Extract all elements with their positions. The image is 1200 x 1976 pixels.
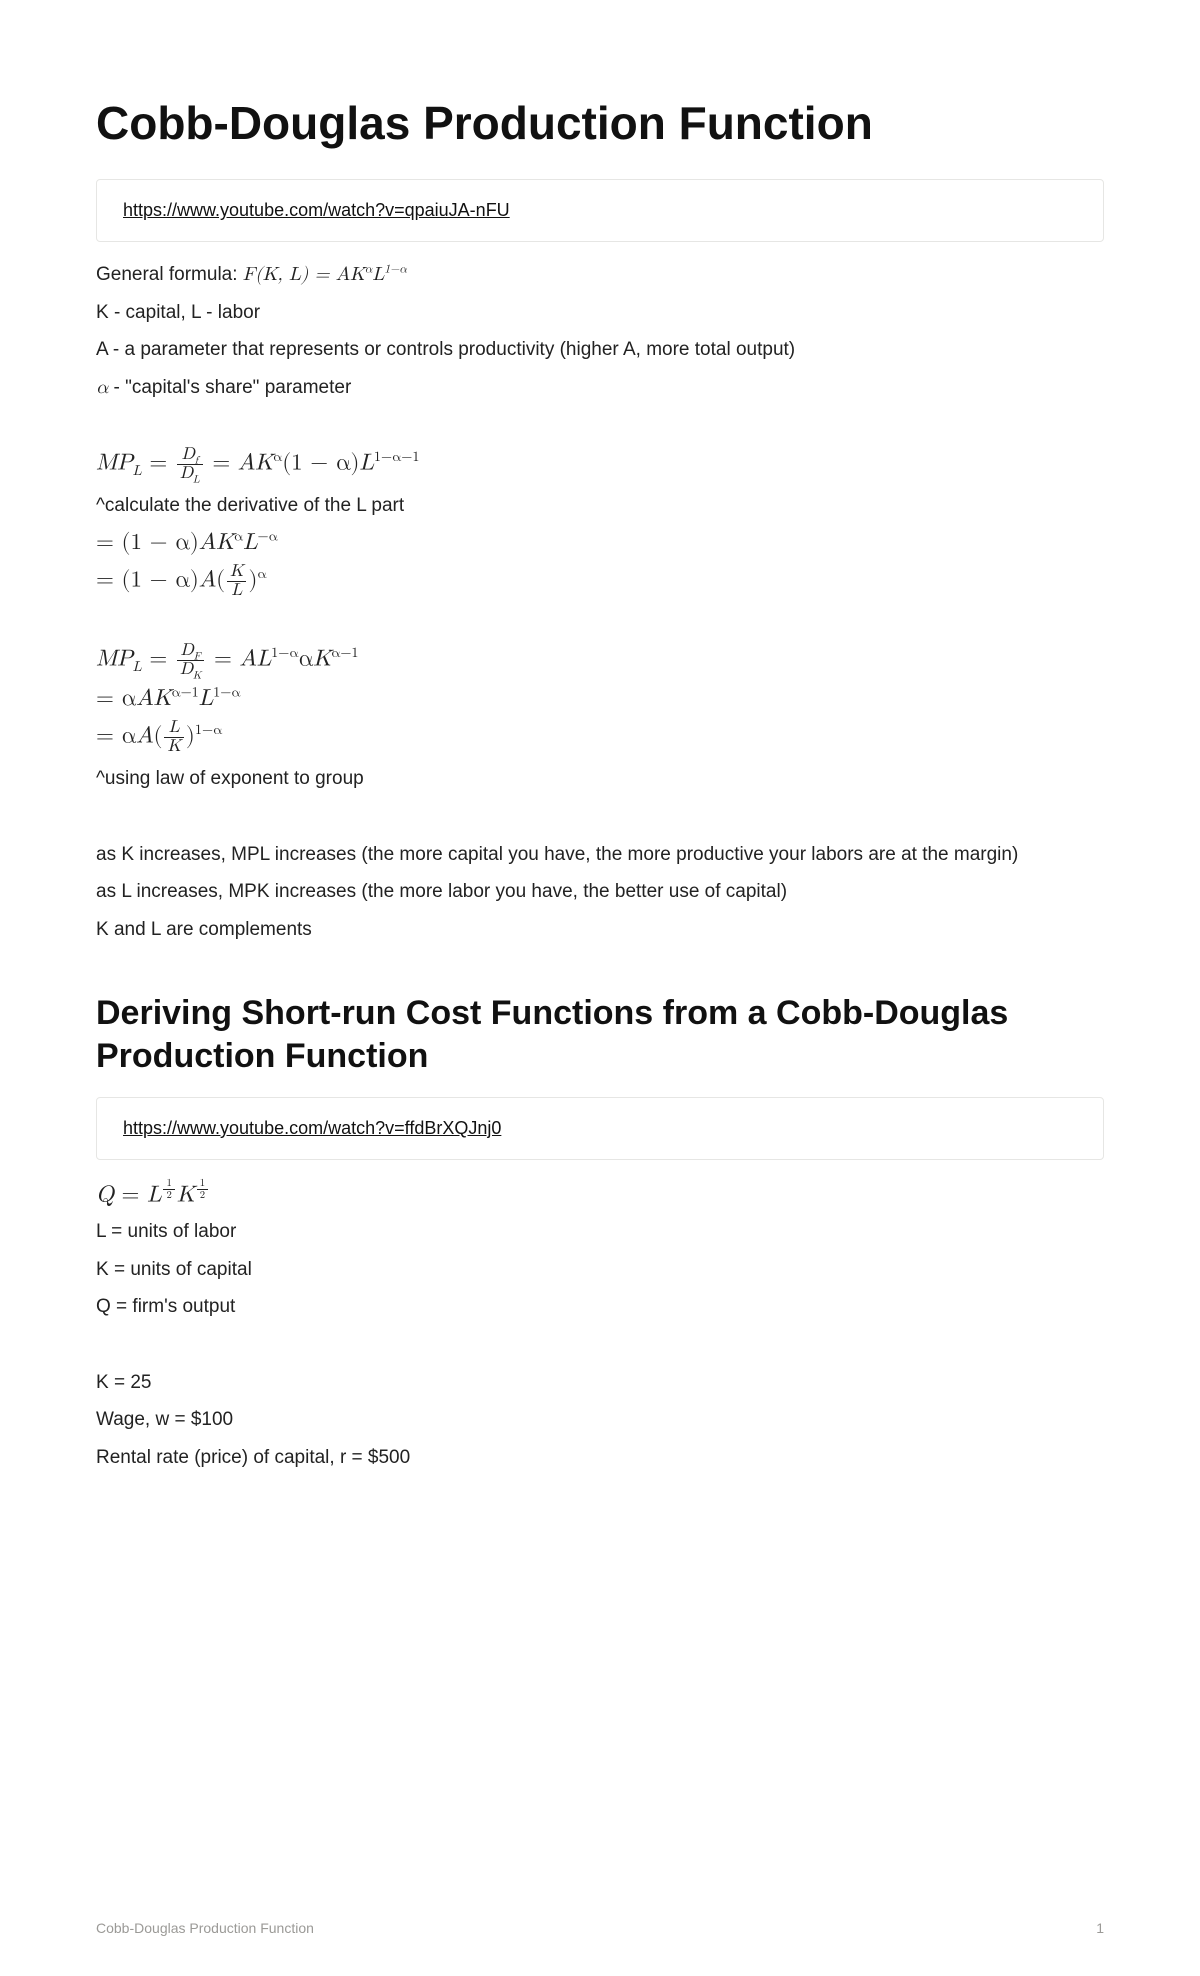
equation-MPL-3: = (1 − α)A(KL)α	[96, 563, 1104, 600]
youtube-link-1[interactable]: https://www.youtube.com/watch?v=qpaiuJA-…	[123, 200, 510, 220]
general-formula-line: General formula: F(K, L) = AKαL1−α	[96, 260, 1104, 289]
equation-MPL-1: MPL = DfDL = AKα(1 − α)L1−α−1	[96, 446, 1104, 483]
observation-3: K and L are complements	[96, 915, 1104, 944]
definition-Q-output: Q = firm's output	[96, 1292, 1104, 1321]
note-derivative-L: ^calculate the derivative of the L part	[96, 491, 1104, 520]
video-link-callout-1: https://www.youtube.com/watch?v=qpaiuJA-…	[96, 179, 1104, 242]
equation-MPK-1: MPL = DFDK = AL1−ααKα−1	[96, 642, 1104, 679]
page-title: Cobb-Douglas Production Function	[96, 96, 1104, 151]
value-K: K = 25	[96, 1368, 1104, 1397]
formula-FKL: F(K, L) = AKαL1−α	[243, 265, 407, 284]
youtube-link-2[interactable]: https://www.youtube.com/watch?v=ffdBrXQJ…	[123, 1118, 501, 1138]
video-link-callout-2: https://www.youtube.com/watch?v=ffdBrXQJ…	[96, 1097, 1104, 1160]
definition-alpha: α - "capital's share" parameter	[96, 373, 1104, 402]
section-heading-shortrun: Deriving Short-run Cost Functions from a…	[96, 992, 1104, 1077]
equation-MPK-3: = αA(LK)1−α	[96, 719, 1104, 756]
value-rental-rate: Rental rate (price) of capital, r = $500	[96, 1443, 1104, 1472]
observation-1: as K increases, MPL increases (the more …	[96, 840, 1104, 869]
definition-A: A - a parameter that represents or contr…	[96, 335, 1104, 364]
footer-page-number: 1	[1096, 1920, 1104, 1936]
value-wage: Wage, w = $100	[96, 1405, 1104, 1434]
definition-L-units: L = units of labor	[96, 1217, 1104, 1246]
equation-MPL-2: = (1 − α)AKαL−α	[96, 529, 1104, 557]
page-footer: Cobb-Douglas Production Function 1	[96, 1920, 1104, 1936]
equation-Q: Q = L12K12	[96, 1178, 1104, 1209]
document-page: Cobb-Douglas Production Function https:/…	[0, 0, 1200, 1976]
observation-2: as L increases, MPK increases (the more …	[96, 877, 1104, 906]
note-exponent-law: ^using law of exponent to group	[96, 764, 1104, 793]
definition-K-units: K = units of capital	[96, 1255, 1104, 1284]
footer-title: Cobb-Douglas Production Function	[96, 1920, 314, 1936]
equation-MPK-2: = αAKα−1L1−α	[96, 685, 1104, 713]
definition-K-L: K - capital, L - labor	[96, 298, 1104, 327]
